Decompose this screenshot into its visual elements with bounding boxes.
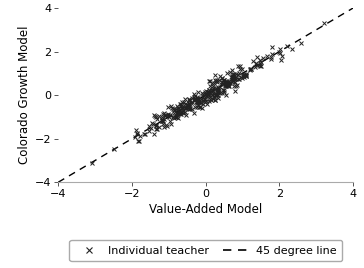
Legend: Individual teacher, 45 degree line: Individual teacher, 45 degree line (69, 240, 342, 261)
Y-axis label: Colorado Growth Model: Colorado Growth Model (17, 26, 31, 164)
X-axis label: Value-Added Model: Value-Added Model (149, 203, 262, 216)
